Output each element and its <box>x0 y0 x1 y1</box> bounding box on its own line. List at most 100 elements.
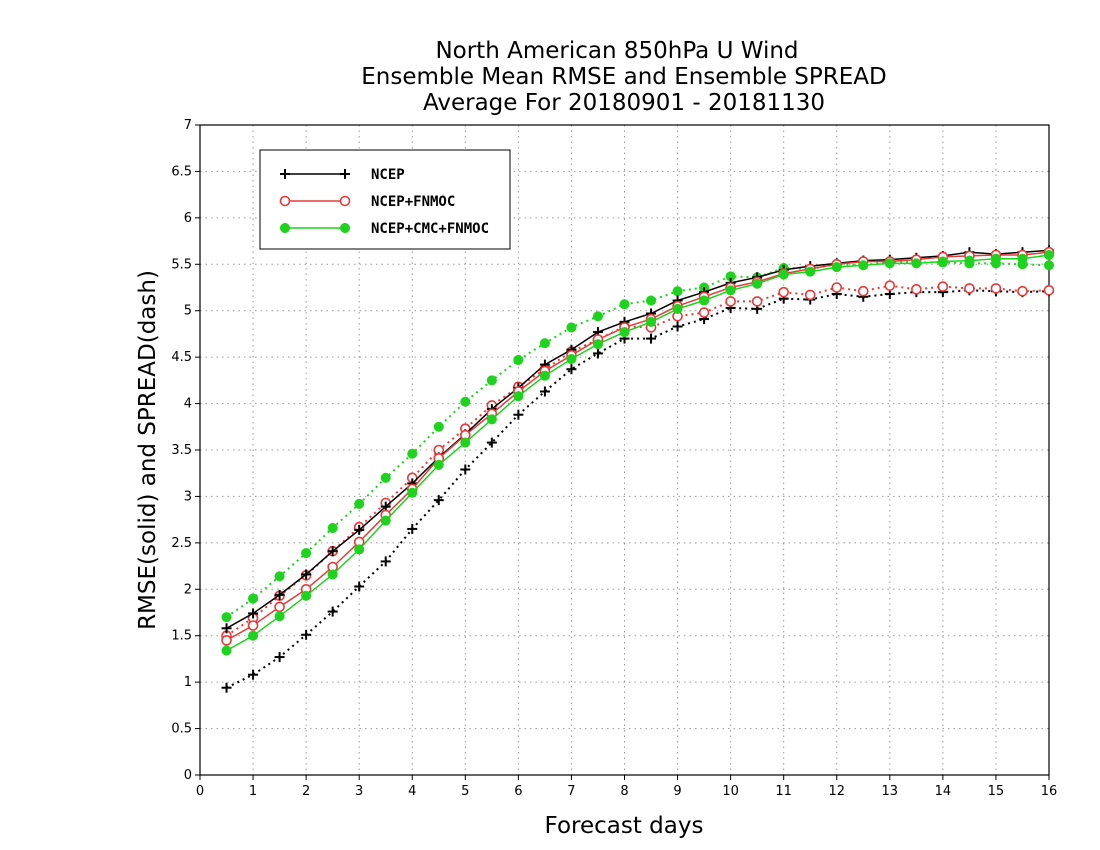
series-spread-1 <box>221 280 1055 642</box>
spread-point <box>592 348 603 359</box>
rmse-point <box>592 339 604 350</box>
spread-point <box>672 321 683 332</box>
rmse-point <box>566 353 577 365</box>
spread-line <box>226 289 1050 689</box>
x-tick-label: 13 <box>882 784 899 799</box>
spread-point <box>911 284 922 295</box>
x-tick-label: 9 <box>673 784 681 799</box>
rmse-point <box>884 258 895 269</box>
spread-point <box>778 286 789 298</box>
rmse-point <box>460 437 471 448</box>
rmse-point <box>354 524 365 535</box>
spread-point <box>672 286 683 297</box>
rmse-point <box>990 253 1001 264</box>
spread-line <box>225 260 1050 618</box>
legend-marker <box>279 222 291 234</box>
rmse-point <box>858 260 869 271</box>
spread-point <box>354 498 365 509</box>
chart-title-line-2: Ensemble Mean RMSE and Ensemble SPREAD <box>361 64 886 90</box>
rmse-point <box>619 327 630 338</box>
rmse-point <box>433 459 444 470</box>
x-tick-label: 6 <box>514 784 522 799</box>
rmse-point <box>911 258 922 269</box>
rmse-point <box>964 255 975 266</box>
y-tick-label: 0.5 <box>171 722 192 737</box>
legend-label: NCEP+FNMOC <box>371 194 455 210</box>
legend-label: NCEP+CMC+FNMOC <box>371 221 489 237</box>
spread-point <box>221 612 232 623</box>
series-layer <box>221 245 1055 693</box>
y-tick-label: 2.5 <box>171 536 192 551</box>
spread-point <box>725 296 736 307</box>
spread-point <box>327 522 338 534</box>
spread-point <box>937 281 949 292</box>
rmse-point <box>221 645 232 656</box>
rmse-point <box>247 620 259 631</box>
y-tick-label: 7 <box>184 118 192 133</box>
spread-point <box>486 437 497 448</box>
rmse-point <box>301 569 312 580</box>
spread-point <box>433 495 444 506</box>
spread-point <box>513 354 524 365</box>
x-tick-label: 8 <box>620 784 628 799</box>
rmse-point <box>831 262 842 273</box>
spread-point <box>592 311 604 322</box>
x-tick-label: 15 <box>988 784 1005 799</box>
y-tick-label: 2 <box>184 582 192 597</box>
legend-marker <box>339 195 351 207</box>
rmse-line <box>226 254 1050 652</box>
spread-point <box>301 629 312 640</box>
spread-point <box>1043 260 1055 271</box>
legend-entry: NCEP+CMC+FNMOC <box>279 221 489 237</box>
spread-point <box>751 296 763 307</box>
spread-point <box>539 338 550 349</box>
rmse-point <box>221 635 232 646</box>
rmse-point <box>248 630 259 641</box>
y-tick-label: 1 <box>184 675 192 690</box>
legend-entry: NCEP+FNMOC <box>279 194 455 210</box>
rmse-point <box>672 303 683 314</box>
spread-point <box>460 464 471 475</box>
x-tick-label: 11 <box>775 784 792 799</box>
spread-point <box>884 280 896 291</box>
series-rmse-0 <box>221 245 1054 634</box>
spread-point <box>248 593 259 604</box>
rmse-point <box>486 414 497 425</box>
y-tick-label: 6 <box>184 211 192 226</box>
rmse-point <box>274 601 285 613</box>
series-spread-0 <box>221 285 1054 693</box>
spread-point <box>407 448 418 459</box>
legend-marker <box>340 169 350 179</box>
spread-point <box>433 421 444 432</box>
legend: NCEP NCEP+FNMOC NCEP+CMC+FNMOC <box>259 149 511 250</box>
spread-point <box>460 396 471 407</box>
spread-point <box>407 523 418 534</box>
rmse-point <box>274 611 285 622</box>
y-tick-label: 5.5 <box>171 257 192 272</box>
rmse-point <box>274 589 285 600</box>
legend-marker <box>339 222 351 234</box>
legend-marker <box>279 195 291 207</box>
x-tick-label: 4 <box>408 784 416 799</box>
rmse-point <box>937 256 948 267</box>
x-tick-label: 2 <box>302 784 310 799</box>
x-tick-label: 1 <box>249 784 257 799</box>
x-tick-label: 5 <box>461 784 469 799</box>
series-rmse-2 <box>221 249 1055 656</box>
spread-point <box>301 548 312 559</box>
y-tick-label: 5 <box>184 304 192 319</box>
x-axis-title: Forecast days <box>545 813 704 839</box>
rmse-point <box>380 515 391 526</box>
rmse-point <box>407 487 418 498</box>
spread-point <box>221 682 232 693</box>
rmse-point <box>1043 249 1055 261</box>
rmse-point <box>752 278 763 289</box>
rmse-point <box>513 391 524 402</box>
y-tick-label: 3 <box>184 489 192 504</box>
spread-point <box>566 322 577 333</box>
rmse-point <box>354 544 365 555</box>
rmse-point <box>327 569 338 580</box>
rmse-point <box>221 623 232 634</box>
